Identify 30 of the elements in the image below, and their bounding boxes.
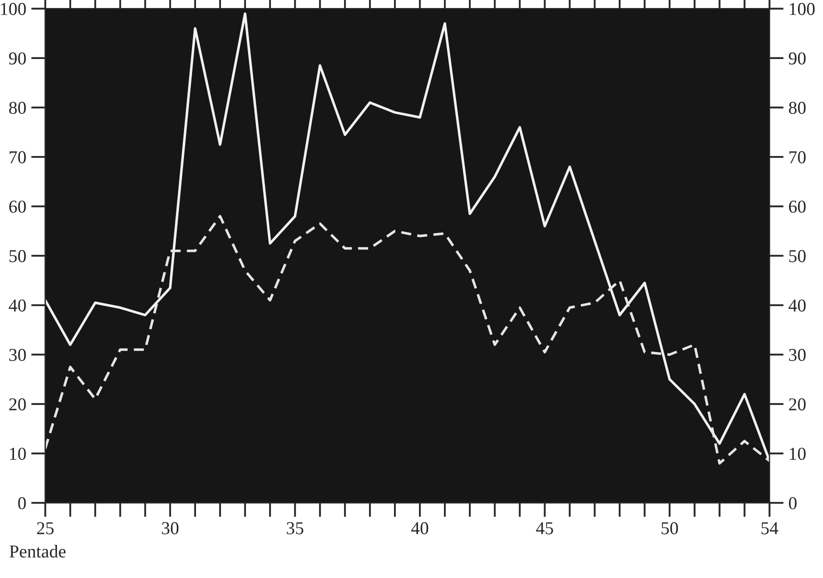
y-tick-label: 40 [8, 299, 26, 312]
x-tick-label: 35 [286, 522, 304, 534]
y2-tick-label: 70 [789, 151, 806, 164]
y-tick-label: 90 [9, 52, 26, 65]
x-tick-label: 30 [162, 522, 178, 534]
y2-tick-label: 20 [789, 398, 806, 410]
y2-tick-label: 80 [788, 102, 806, 114]
y-tick-label: 20 [9, 398, 26, 410]
x-tick-label: 54 [762, 522, 778, 534]
x-tick-label: 50 [662, 522, 678, 534]
y-tick-label: 70 [10, 151, 26, 164]
y-tick-label: 100 [1, 2, 26, 16]
y2-tick-label: 10 [790, 448, 806, 460]
x-axis-title: Pentade [10, 544, 66, 558]
y-tick-label: 50 [10, 250, 26, 262]
x-tick-label: 45 [536, 522, 554, 534]
y-tick-label: 10 [10, 448, 26, 460]
y2-tick-label: 40 [788, 299, 806, 312]
y-tick-label: 60 [9, 200, 26, 213]
y2-tick-label: 50 [789, 250, 806, 262]
y-tick-label: 0 [18, 497, 26, 510]
y2-tick-label: 0 [788, 497, 797, 510]
y2-tick-label: 60 [789, 200, 806, 213]
y2-tick-label: 90 [788, 52, 806, 65]
y-tick-label: 80 [9, 102, 26, 114]
x-tick-label: 40 [411, 522, 428, 534]
x-tick-label: 25 [37, 522, 54, 534]
y2-tick-label: 30 [789, 348, 806, 362]
y2-tick-label: 100 [790, 2, 815, 16]
y-tick-label: 30 [9, 348, 26, 362]
